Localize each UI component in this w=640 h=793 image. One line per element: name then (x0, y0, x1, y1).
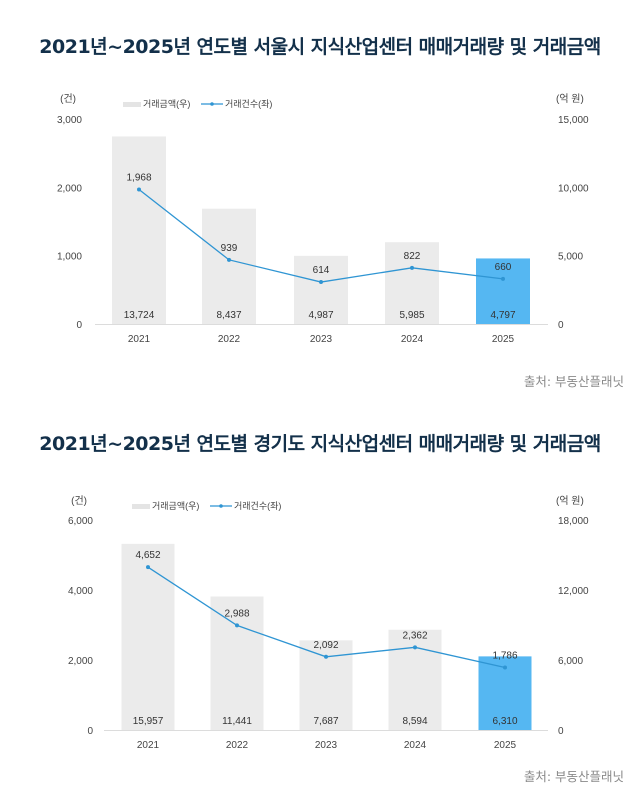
bar-2024 (385, 242, 439, 324)
left-tick-label: 4,000 (68, 586, 93, 597)
line-point-2022 (227, 257, 231, 262)
bar-value-label: 8,437 (216, 310, 241, 321)
bar-value-label: 5,985 (399, 310, 424, 321)
x-tick-label: 2021 (137, 740, 160, 751)
bar-2022 (210, 596, 264, 730)
bar-value-label: 11,441 (222, 716, 252, 727)
line-value-label: 660 (495, 262, 512, 273)
left-tick-label: 0 (76, 320, 82, 331)
line-value-label: 614 (313, 265, 330, 276)
legend-line-label: 거래건수(좌) (225, 99, 272, 109)
right-tick-label: 5,000 (558, 252, 583, 263)
legend-line-label: 거래건수(좌) (234, 501, 281, 511)
left-tick-label: 2,000 (57, 183, 82, 194)
chart-1-source: 출처: 부동산플래닛 (523, 374, 624, 389)
right-tick-label: 6,000 (558, 656, 583, 667)
bar-2025 (476, 258, 530, 324)
line-point-2021 (137, 187, 141, 192)
line-point-2023 (319, 280, 323, 285)
line-value-label: 822 (404, 251, 421, 262)
line-point-2021 (146, 565, 150, 570)
line-value-label: 2,988 (224, 608, 249, 619)
right-axis-unit: (억 원) (556, 93, 584, 105)
bar-value-label: 6,310 (492, 716, 517, 727)
left-tick-label: 0 (87, 726, 93, 737)
right-tick-label: 10,000 (558, 183, 589, 194)
left-axis-unit: (건) (71, 495, 87, 507)
legend: 거래금액(우) 거래건수(좌) (123, 98, 272, 109)
line-value-label: 1,968 (126, 173, 151, 184)
chart-1-seoul: (건) (억 원) 거래금액(우) 거래건수(좌) 0 1,000 2,000 3,000 0 5… (57, 93, 589, 345)
legend-bar-swatch (132, 504, 150, 509)
left-tick-label: 2,000 (68, 656, 93, 667)
line-value-label: 2,362 (402, 630, 427, 641)
bar-2023 (294, 255, 348, 324)
left-tick-label: 1,000 (57, 252, 82, 263)
line-point-2025 (501, 276, 505, 281)
line-point-2024 (410, 265, 414, 270)
x-tick-label: 2022 (218, 334, 241, 345)
x-tick-label: 2025 (494, 740, 517, 751)
x-tick-label: 2025 (492, 334, 515, 345)
right-tick-label: 15,000 (558, 115, 589, 126)
chart-1-title: 2021년~2025년 연도별 서울시 지식산업센터 매매거래량 및 거래금액 (39, 36, 601, 58)
x-tick-label: 2021 (128, 334, 151, 345)
chart-2-source: 출처: 부동산플래닛 (523, 769, 624, 784)
line-value-label: 4,652 (135, 550, 160, 561)
bar-2024 (388, 629, 442, 730)
legend-bar-label: 거래금액(우) (143, 98, 190, 109)
line-point-2024 (413, 645, 417, 650)
line-point-2022 (235, 623, 239, 628)
right-axis-unit: (억 원) (556, 495, 584, 507)
bar-2022 (202, 208, 256, 324)
line-point-2023 (324, 654, 328, 659)
legend-bar-swatch (123, 102, 141, 107)
right-tick-label: 0 (558, 320, 564, 331)
bar-2021 (112, 136, 166, 324)
x-tick-label: 2022 (226, 740, 249, 751)
left-tick-label: 3,000 (57, 115, 82, 126)
bar-value-label: 15,957 (133, 716, 164, 727)
bar-value-label: 7,687 (313, 716, 338, 727)
x-tick-label: 2024 (401, 334, 424, 345)
bar-value-label: 4,797 (490, 310, 515, 321)
bar-value-label: 13,724 (124, 310, 155, 321)
left-axis-unit: (건) (60, 93, 76, 105)
line-point-2025 (503, 665, 507, 670)
left-tick-label: 6,000 (68, 516, 93, 527)
x-tick-label: 2023 (315, 740, 338, 751)
x-tick-label: 2024 (404, 740, 427, 751)
x-tick-label: 2023 (310, 334, 333, 345)
bar-value-label: 4,987 (308, 310, 333, 321)
chart-2-title: 2021년~2025년 연도별 경기도 지식산업센터 매매거래량 및 거래금액 (39, 433, 601, 455)
bar-value-label: 8,594 (402, 716, 427, 727)
right-tick-label: 18,000 (558, 516, 589, 527)
line-value-label: 2,092 (313, 640, 338, 651)
legend-bar-label: 거래금액(우) (152, 500, 199, 511)
right-tick-label: 12,000 (558, 586, 589, 597)
chart-2-gyeonggi: (건) (억 원) 거래금액(우) 거래건수(좌) 0 2,000 4,000 6,000 0 6… (68, 495, 589, 751)
bar-2021 (121, 543, 175, 730)
line-value-label: 1,786 (492, 650, 517, 661)
line-value-label: 939 (221, 243, 238, 254)
legend: 거래금액(우) 거래건수(좌) (132, 500, 281, 511)
legend-line-marker (219, 504, 223, 508)
right-tick-label: 0 (558, 726, 564, 737)
legend-line-marker (210, 102, 214, 106)
